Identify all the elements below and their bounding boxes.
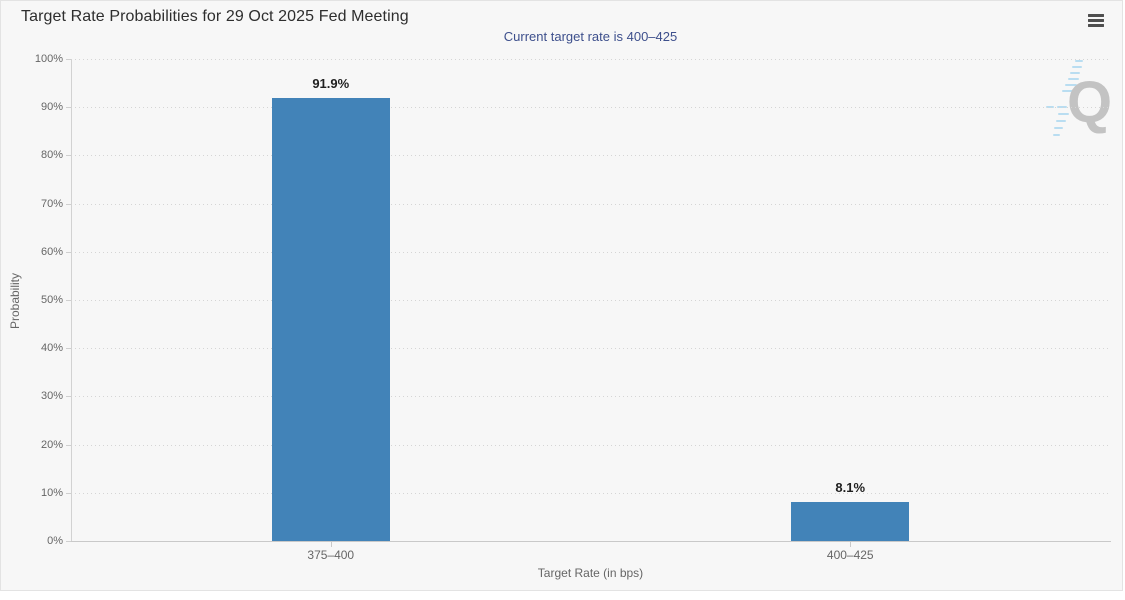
bar-data-label: 91.9% [312,76,350,92]
y-axis-tick [66,541,71,542]
y-axis-tick [66,396,71,398]
x-axis-category-label: 375–400 [307,548,355,562]
y-gridline [71,348,1110,350]
y-axis-label: 80% [40,149,63,162]
chart-subtitle: Current target rate is 400–425 [503,29,678,44]
y-gridline [71,107,1110,109]
y-axis-label: 0% [47,535,63,547]
y-axis-tick [66,155,71,157]
y-axis-tick [66,444,71,446]
y-axis-label: 10% [40,486,63,499]
watermark-q-logo: Q [1041,56,1116,146]
y-axis-tick [66,492,71,494]
y-gridline [71,59,1110,60]
chart-title: Target Rate Probabilities for 29 Oct 202… [21,8,409,25]
y-gridline [71,492,1110,494]
chart-bar[interactable] [791,501,910,541]
y-axis-label: 60% [40,245,63,258]
x-axis-line [71,541,1111,542]
y-axis-tick [66,300,71,301]
y-axis-label: 90% [40,101,63,114]
y-axis-label: 40% [40,342,63,355]
y-axis-label: 70% [40,197,63,210]
y-axis-label: 50% [40,294,63,306]
y-axis-tick [66,251,71,253]
x-axis-tick [330,542,332,547]
chart-bar[interactable] [271,98,390,541]
y-axis-tick [66,348,71,350]
y-axis-label: 30% [40,390,63,403]
y-gridline [71,251,1110,253]
y-axis-label: 100% [34,53,63,65]
y-axis-tick [66,203,71,205]
x-axis-tick [850,542,852,547]
bar-data-label: 8.1% [835,479,866,495]
chart-context-menu-button[interactable] [1083,12,1109,36]
y-gridline [71,396,1110,398]
y-gridline [71,203,1110,205]
y-axis-label: 20% [40,438,63,451]
y-gridline [71,300,1110,301]
y-gridline [71,155,1110,157]
y-axis-tick [66,107,71,109]
y-axis-line [71,59,72,542]
watermark-letter: Q [1067,70,1113,135]
x-axis-title: Target Rate (in bps) [537,566,644,580]
y-gridline [71,444,1110,446]
x-axis-category-label: 400–425 [826,548,874,562]
y-axis-tick [66,59,71,60]
hamburger-icon [1085,14,1107,27]
